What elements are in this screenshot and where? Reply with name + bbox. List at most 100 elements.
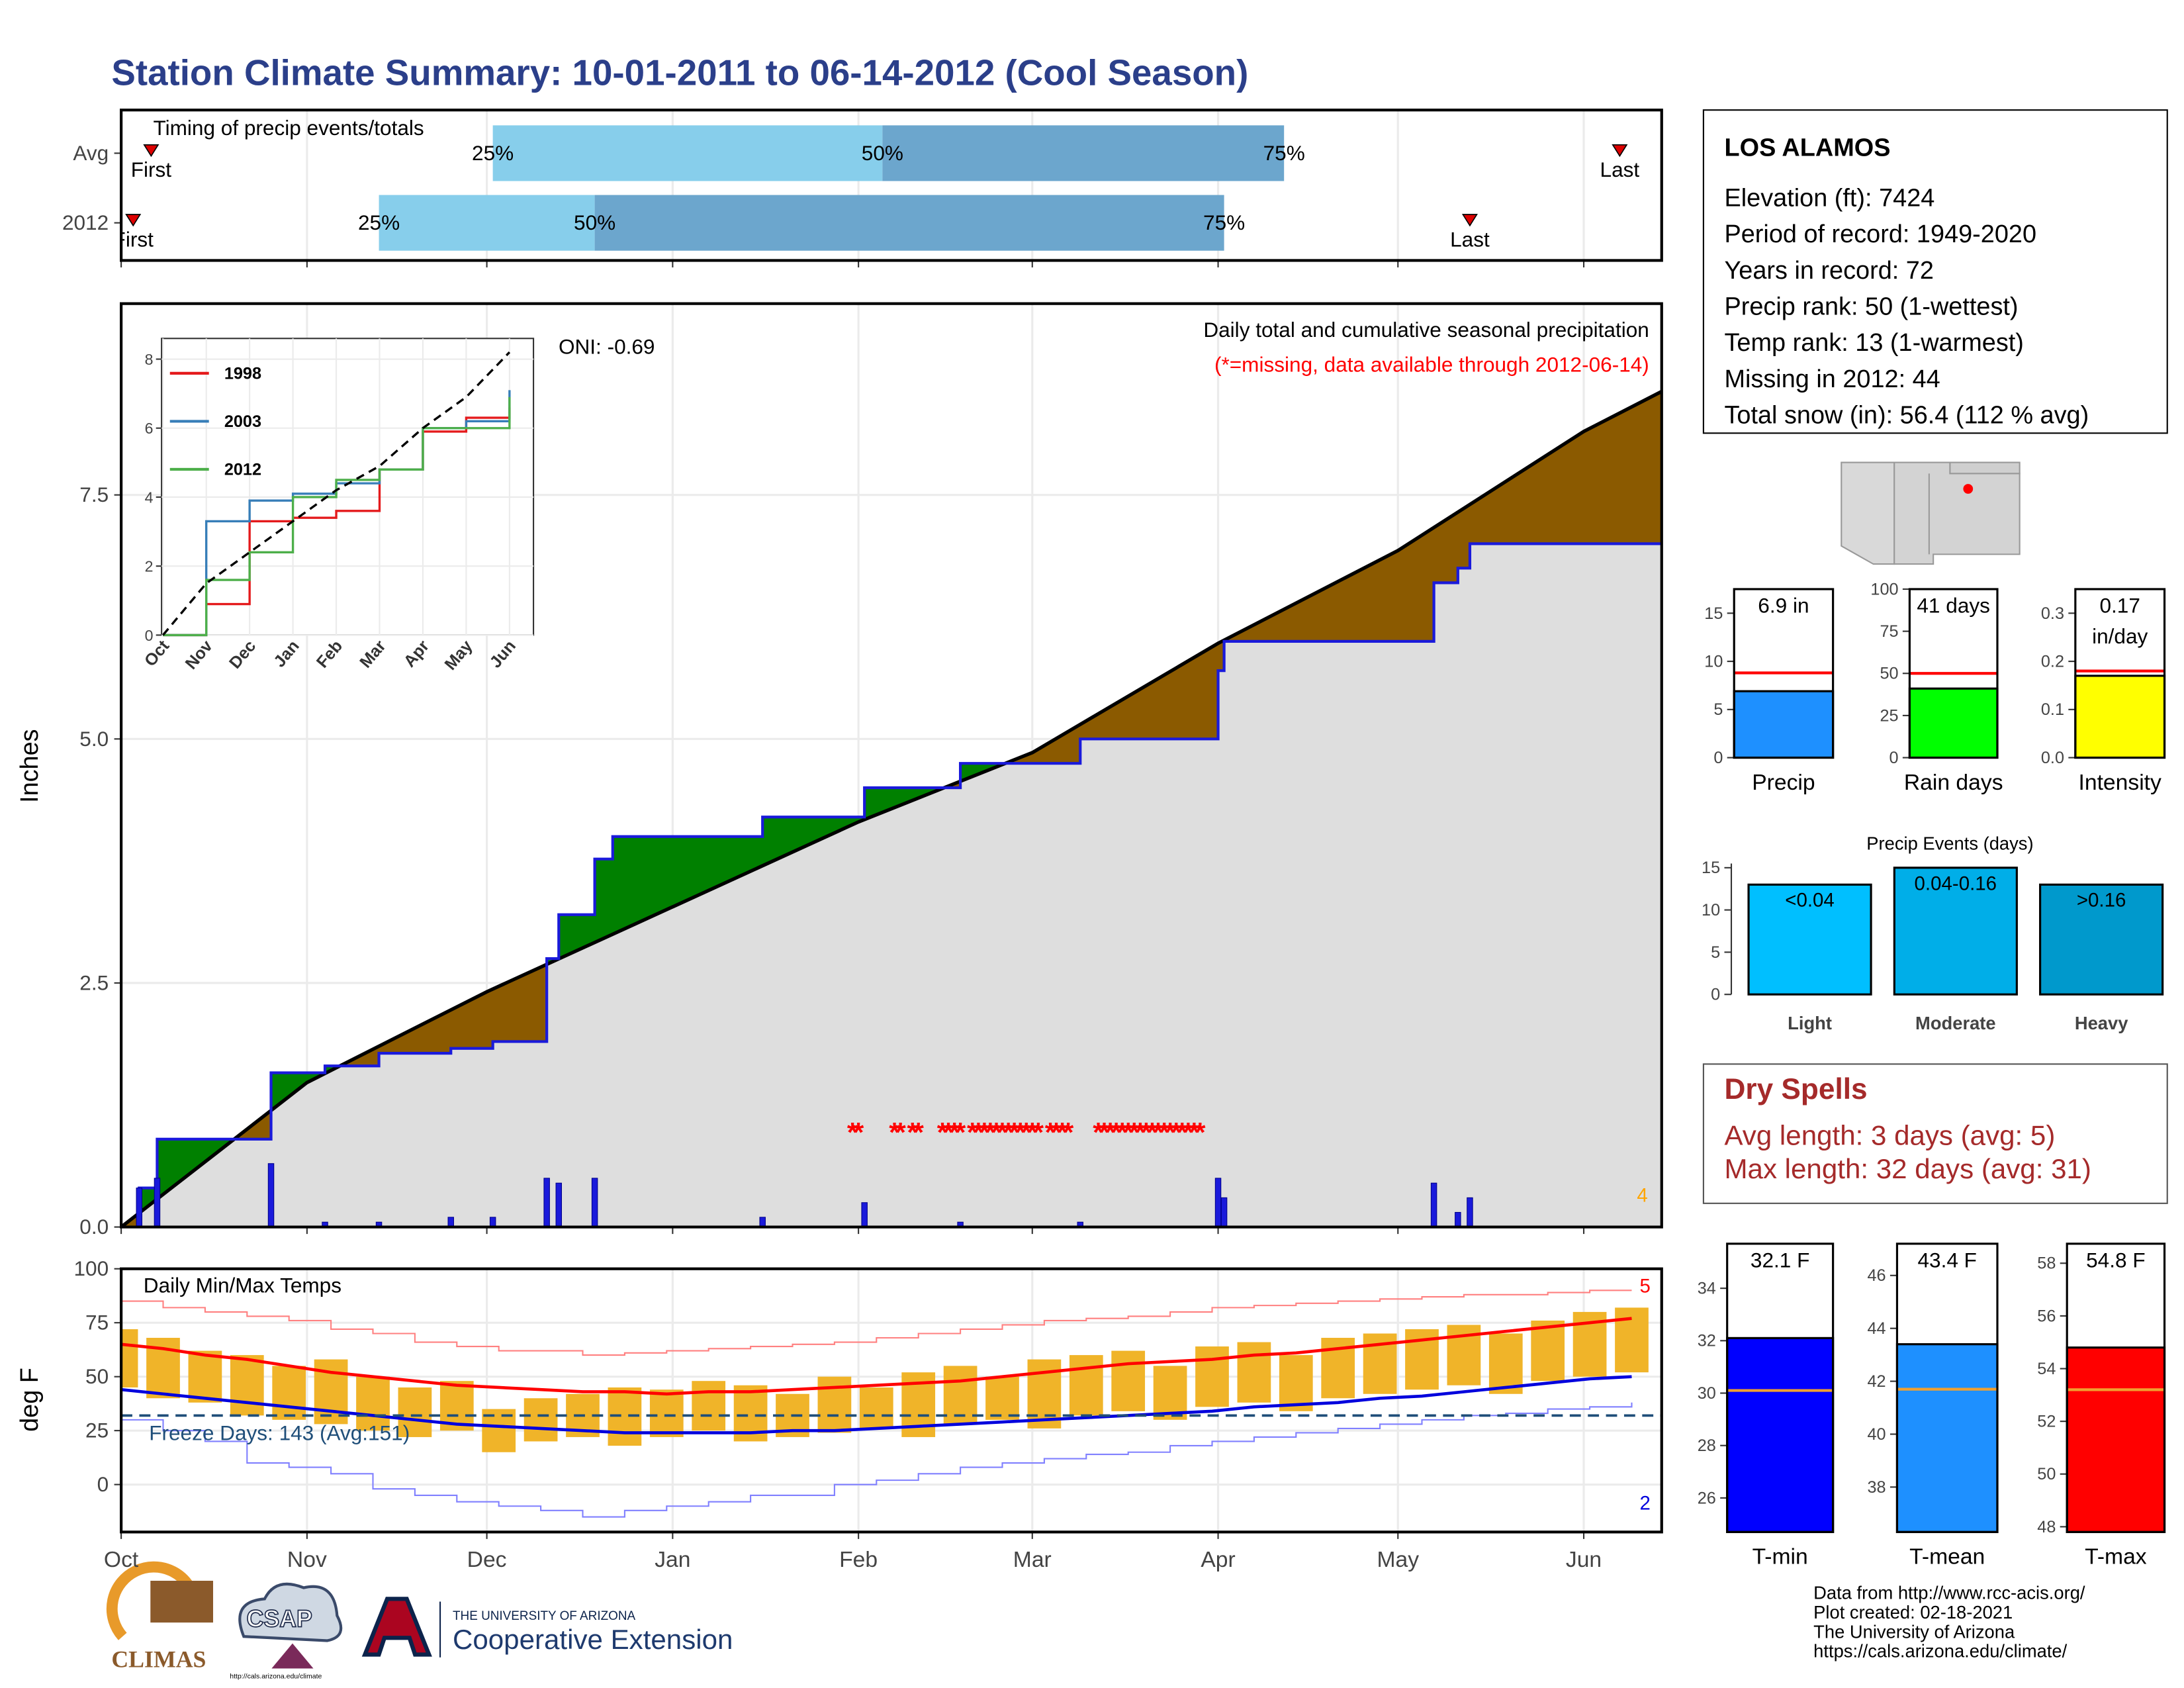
missing-marker: * [1033,1117,1044,1148]
locator-map [1841,461,2021,565]
bar [2039,883,2164,996]
daily-bar [1430,1182,1437,1227]
missing-marker: * [847,1117,858,1148]
panel-title: Precip Events (days) [1866,833,2033,853]
missing-marker: * [1177,1117,1188,1148]
missing-marker: * [1063,1117,1074,1148]
missing-marker: * [1195,1117,1206,1148]
value-label-box: >0.16 [2076,888,2126,912]
y-tick-label: 52 [2037,1413,2056,1431]
csap-url: http://cals.arizona.edu/climate [230,1672,322,1680]
missing-marker: * [853,1117,864,1148]
missing-marker: * [1165,1117,1176,1148]
row-label: Avg [73,141,109,165]
quartile-bar [594,195,1224,251]
missing-marker: * [1171,1117,1182,1148]
y-tick-label: 50 [1880,665,1898,683]
y-tick-label: 5 [1711,943,1720,962]
missing-marker: * [985,1117,996,1148]
overlap-area [121,543,1662,1227]
y-axis-label: deg F [16,1368,44,1432]
y-tick-label: 0.0 [79,1215,109,1239]
quantile-label: 50% [862,141,903,165]
dry-spells-box [1702,1063,2168,1204]
csap-logo: CSAP [247,1605,312,1632]
y-tick-label: 10 [1704,652,1723,671]
category-label: Intensity [2079,771,2162,795]
y-tick-label: 50 [85,1364,109,1388]
missing-marker: * [1122,1117,1134,1148]
record-min-line [121,1402,1633,1518]
chart-subtitle: (*=missing, data available through 2012-… [1214,353,1649,377]
panel-border [1895,1243,1999,1533]
y-tick-label: 4 [145,489,154,506]
footer-line: https://cals.arizona.edu/climate/ [1813,1641,2067,1662]
avg-max-line [121,1317,1632,1396]
legend-label: 2003 [224,412,261,431]
value-label: >0.16 [2076,888,2126,912]
bar [1733,690,1835,759]
daily-bar [375,1221,383,1227]
corner-note: 4 [1637,1185,1647,1207]
daily-bar [555,1182,563,1227]
y-tick-label: 0.2 [2041,652,2064,671]
value-label-box: 6.9 in [1758,594,1809,618]
temp-range [121,1329,138,1387]
value-label-box: <0.04 [1785,889,1835,912]
page-title: Station Climate Summary: 10-01-2011 to 0… [111,52,1248,93]
category-label: Heavy [2075,1013,2128,1033]
y-tick-label: 56 [2037,1307,2056,1325]
temp-range [1279,1355,1313,1411]
y-tick-label: 0 [1711,986,1720,1004]
category-label: T-mean [1909,1545,1985,1570]
missing-marker: * [1015,1117,1026,1148]
missing-marker: * [889,1117,900,1148]
missing-marker: * [1027,1117,1038,1148]
coop-logo: Cooperative Extension [453,1624,733,1655]
quantile-label: 25% [358,211,400,234]
value-label: 32.1 F [1750,1249,1810,1274]
y-tick-label: 0.0 [2041,749,2064,767]
daily-bar [447,1217,454,1227]
missing-marker: * [1153,1117,1164,1148]
y-tick-label: 15 [1704,604,1723,623]
timing-title: Timing of precip events/totals [154,116,424,140]
y-tick-label: 0 [1713,749,1723,767]
category-label: T-min [1752,1545,1808,1570]
station-box [1702,109,2168,434]
season-line [121,542,1662,1227]
missing-marker: * [955,1117,966,1148]
climas-logo: CLIMAS [111,1646,206,1672]
missing-marker: * [1111,1117,1122,1148]
missing-marker: * [1147,1117,1158,1148]
missing-marker: * [1135,1117,1146,1148]
y-tick-label: 75 [85,1311,109,1335]
missing-marker: * [997,1117,1008,1148]
count-min: 2 [1640,1493,1651,1515]
record-max-line [121,1289,1632,1356]
category-label: Light [1788,1013,1832,1033]
y-tick-label: 100 [1870,580,1898,598]
y-tick-label: 48 [2037,1518,2056,1536]
y-tick-label: 0.1 [2041,700,2064,719]
bar [2066,1346,2166,1533]
daily-bar [489,1217,496,1227]
footer-line: Data from http://www.rcc-acis.org/ [1813,1582,2085,1603]
missing-marker: * [1141,1117,1152,1148]
missing-marker: * [1045,1117,1056,1148]
missing-marker: * [895,1117,906,1148]
timing-marker [125,214,142,227]
y-tick-label: 7.5 [79,483,109,506]
quantile-label: 25% [472,141,514,165]
missing-marker: * [1051,1117,1062,1148]
bar [2074,675,2166,759]
value-label: 0.17 in/day [2092,594,2148,649]
temp-range [188,1350,222,1403]
panel-border [119,302,1663,1229]
dry-spells-line: Avg length: 3 days (avg: 5) [1724,1119,2055,1150]
value-label-box: 43.4 F [1917,1249,1977,1273]
y-tick-label: 44 [1868,1319,1886,1338]
y-tick-label: 0.3 [2041,604,2064,623]
daily-bar [543,1178,550,1227]
